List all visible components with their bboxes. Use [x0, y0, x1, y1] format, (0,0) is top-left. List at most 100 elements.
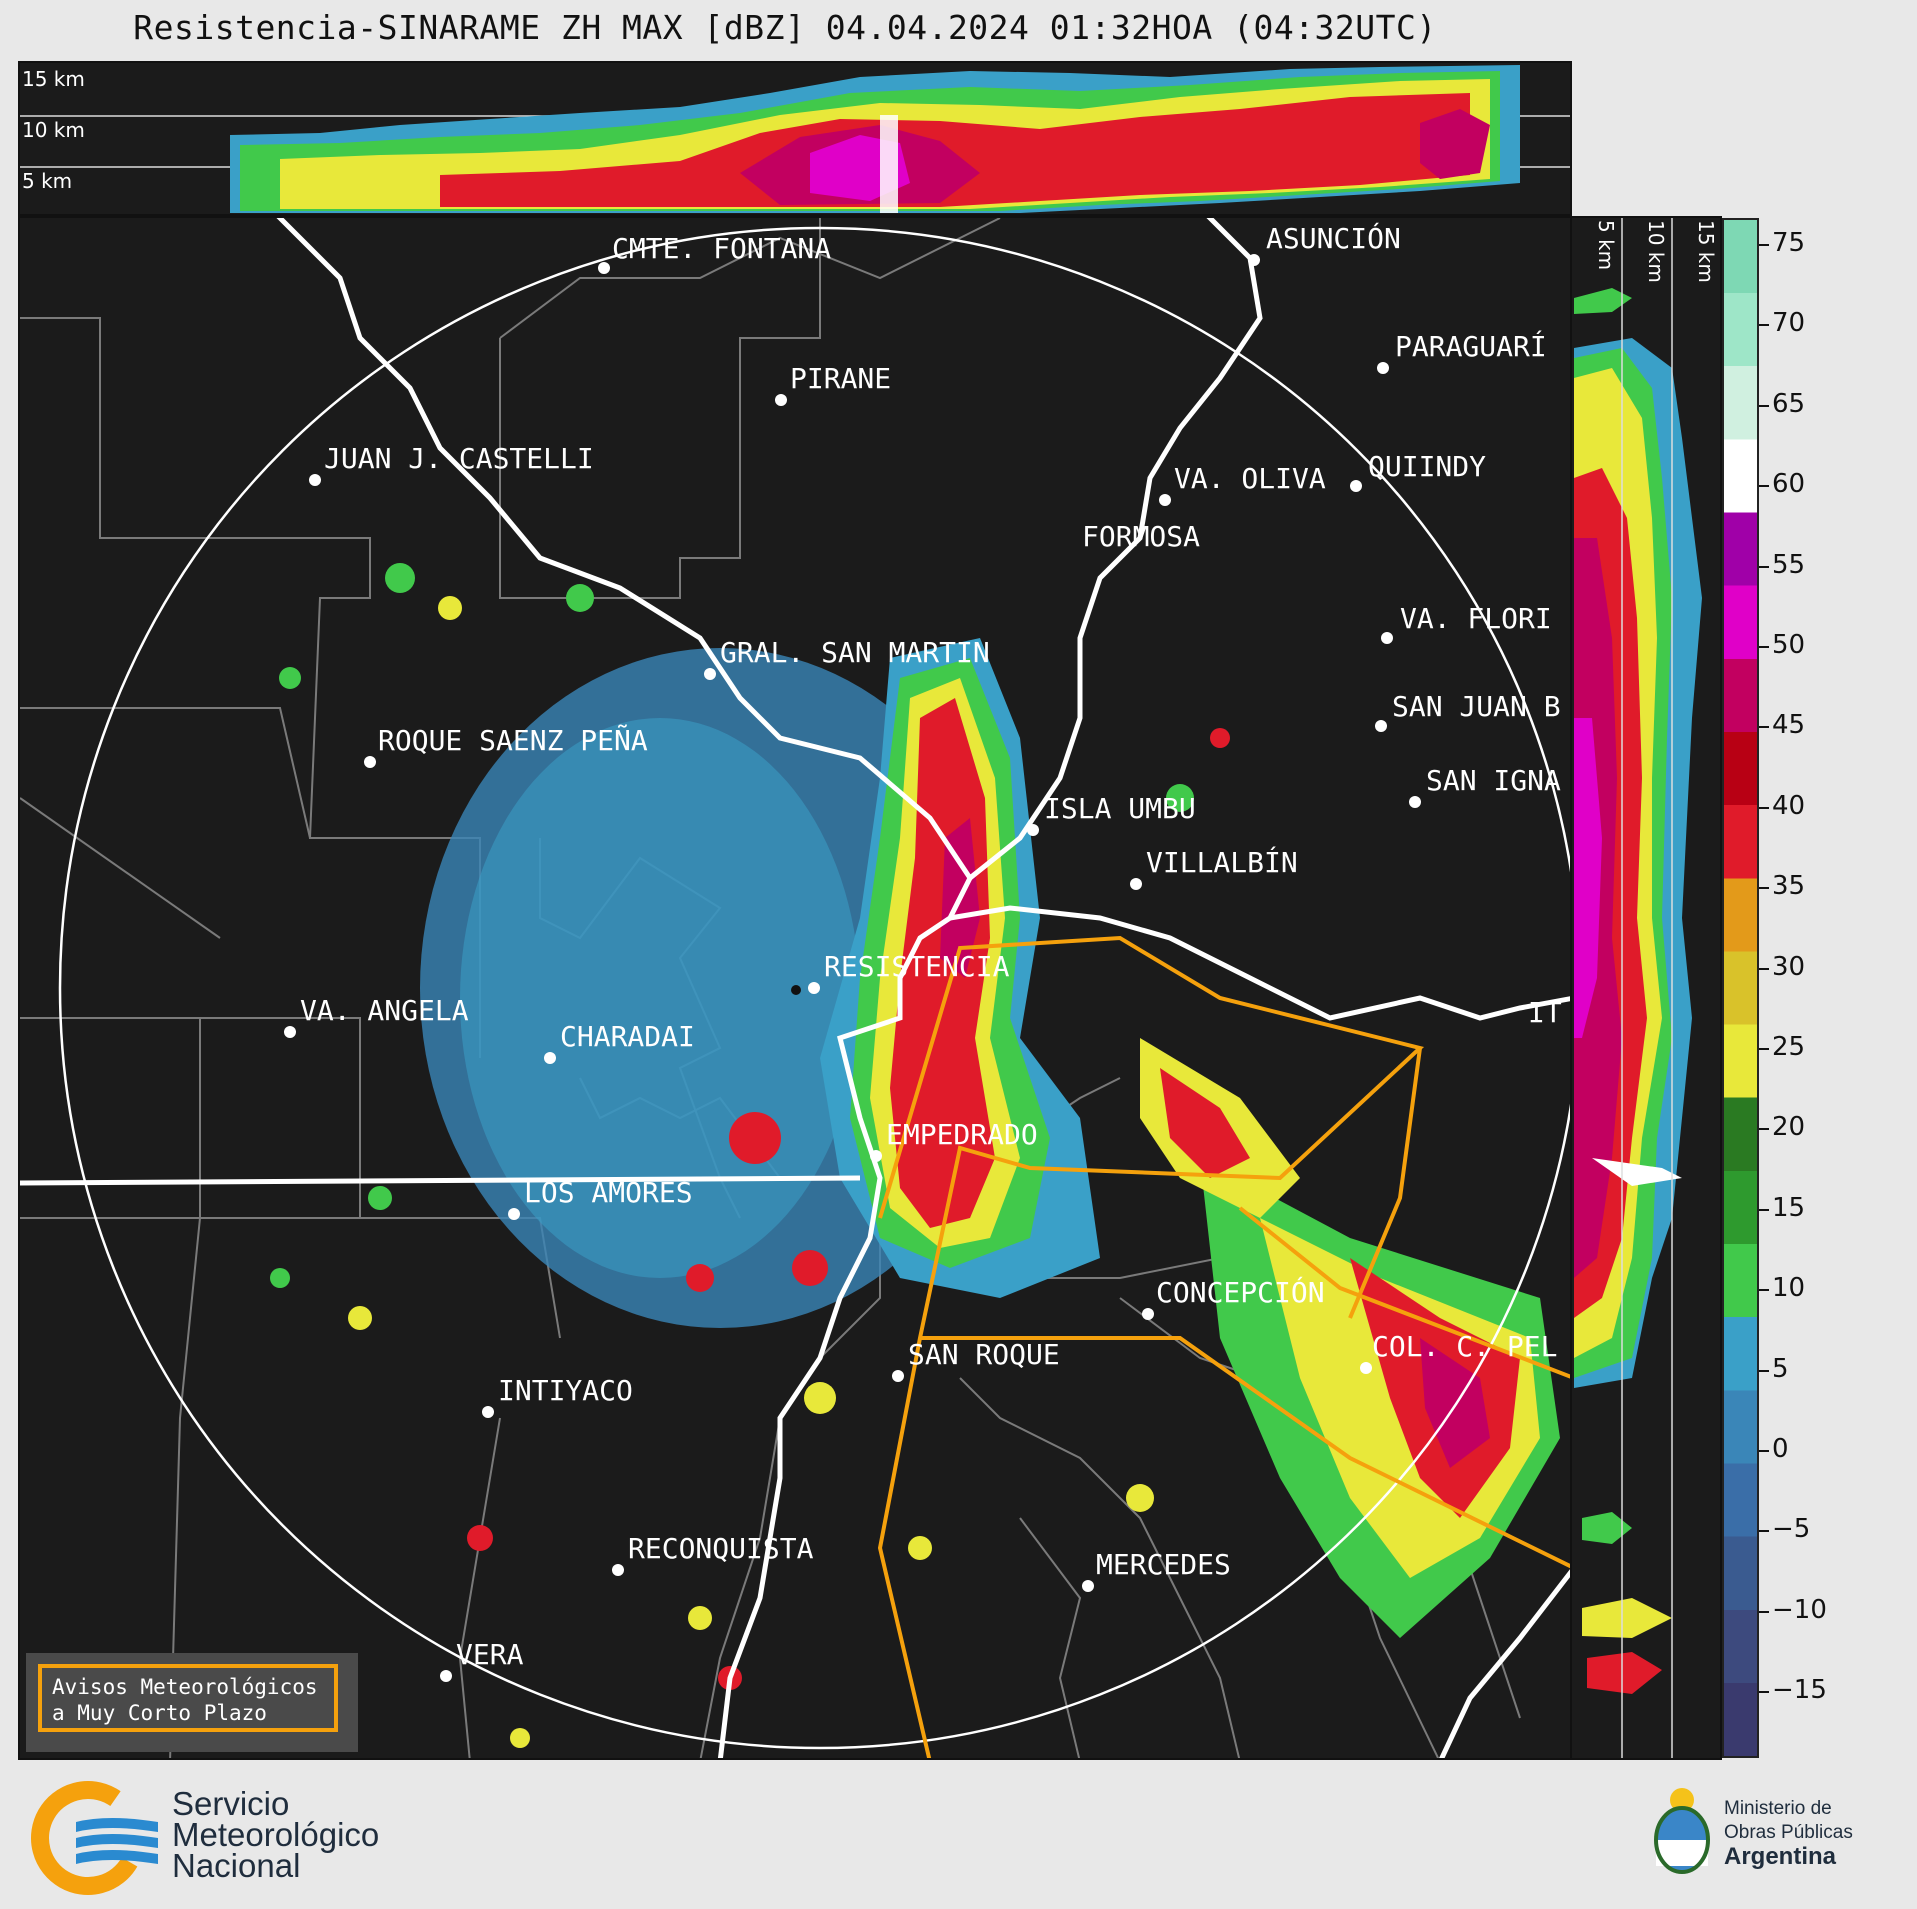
colorbar-tick	[1759, 1208, 1769, 1211]
colorbar-tick-label: 65	[1772, 388, 1806, 419]
colorbar-tick	[1759, 324, 1769, 327]
colorbar-tick-label: 20	[1772, 1112, 1806, 1143]
radar-echoes	[270, 563, 1560, 1748]
city-label-paraguari: PARAGUARÍ	[1395, 330, 1547, 363]
colorbar-tick-label: 55	[1772, 549, 1806, 580]
city-label-roque-saenz-pena: ROQUE SAENZ PEÑA	[378, 724, 648, 757]
colorbar-tick	[1759, 1369, 1769, 1372]
city-dot-gral-san-martin	[704, 668, 716, 680]
colorbar-tick-label: 0	[1772, 1434, 1789, 1464]
city-dot-pirane	[775, 394, 787, 406]
colorbar-tick	[1759, 887, 1769, 890]
ministry-line2: Obras Públicas	[1724, 1822, 1853, 1843]
city-dot-resistencia	[808, 982, 820, 994]
ministry-line3: Argentina	[1724, 1843, 1837, 1870]
city-label-san-roque: SAN ROQUE	[908, 1338, 1060, 1371]
city-dot-concepcion	[1142, 1308, 1154, 1320]
city-label-va-oliva: VA. OLIVA	[1174, 462, 1326, 495]
colorbar-tick-label: 60	[1772, 469, 1806, 500]
city-dot-isla-umbu	[1027, 824, 1039, 836]
city-label-concepcion: CONCEPCIÓN	[1156, 1276, 1325, 1309]
colorbar-tick	[1759, 1289, 1769, 1292]
city-label-col-c-pel: COL. C. PEL	[1372, 1330, 1558, 1363]
radar-site-marker	[791, 985, 801, 995]
city-label-asuncion: ASUNCIÓN	[1266, 222, 1401, 255]
top-height-label-10: 10 km	[22, 118, 85, 142]
colorbar-tick	[1759, 1691, 1769, 1694]
colorbar-tick	[1759, 646, 1769, 648]
avisos-line2: a Muy Corto Plazo	[52, 1701, 267, 1725]
city-label-villalbin: VILLALBÍN	[1146, 846, 1298, 879]
colorbar-tick-label: 75	[1772, 228, 1806, 258]
city-dot-paraguari	[1377, 362, 1389, 374]
colorbar-tick-label: 70	[1772, 308, 1806, 339]
city-label-cmte-fontana: CMTE. FONTANA	[612, 232, 832, 265]
ministry-line1: Ministerio de	[1724, 1798, 1832, 1819]
colorbar-tick-label: −15	[1772, 1675, 1827, 1706]
city-dot-san-juan-b	[1375, 720, 1387, 732]
city-label-pirane: PIRANE	[790, 362, 892, 395]
city-dot-mercedes	[1082, 1580, 1094, 1592]
smn-line2: Meteorológico	[172, 1816, 380, 1853]
colorbar-tick	[1759, 726, 1769, 729]
colorbar-tick-label: 30	[1772, 951, 1806, 982]
range-ring	[58, 226, 1570, 1750]
radar-map-panel: CMTE. FONTANA ASUNCIÓN PARAGUARÍ PIRANE …	[18, 216, 1572, 1760]
city-dot-cmte-fontana	[598, 262, 610, 274]
colorbar-tick-label: 50	[1772, 630, 1806, 660]
city-dot-san-igna	[1409, 796, 1421, 808]
colorbar-tick	[1759, 806, 1769, 809]
colorbar-tick	[1759, 967, 1769, 970]
city-label-gral-san-martin: GRAL. SAN MARTIN	[720, 636, 990, 669]
colorbar-tick-label: 10	[1772, 1273, 1806, 1304]
city-label-los-amores: LOS AMORES	[524, 1176, 693, 1209]
colorbar-tick-label: 45	[1772, 710, 1806, 741]
chart-title: Resistencia-SINARAME ZH MAX [dBZ] 04.04.…	[133, 8, 1437, 47]
city-label-resistencia: RESISTENCIA	[824, 950, 1010, 983]
colorbar-tick-label: 35	[1772, 871, 1806, 902]
avisos-line1: Avisos Meteorológicos	[52, 1675, 318, 1699]
city-label-it: IT	[1528, 996, 1562, 1029]
province-border	[877, 935, 1570, 1758]
colorbar-tick	[1759, 565, 1769, 568]
colorbar-tick	[1759, 244, 1769, 246]
top-cross-section-svg	[20, 65, 1570, 214]
city-dot-juan-castelli	[309, 474, 321, 486]
city-label-intiyaco: INTIYACO	[498, 1374, 633, 1407]
city-dot-quiindy	[1350, 480, 1362, 492]
side-cross-section-svg	[1574, 218, 1702, 1758]
city-dot-asuncion	[1248, 254, 1260, 266]
side-height-label-10: 10 km	[1644, 220, 1668, 283]
city-label-isla-umbu: ISLA UMBU	[1044, 792, 1196, 825]
side-height-label-5: 5 km	[1594, 220, 1618, 271]
city-label-formosa: FORMOSA	[1082, 520, 1201, 553]
avisos-box[interactable]: Avisos Meteorológicos a Muy Corto Plazo	[26, 1653, 358, 1752]
colorbar-tick	[1759, 1128, 1769, 1131]
city-dot-va-flori	[1381, 632, 1393, 644]
city-label-mercedes: MERCEDES	[1096, 1548, 1231, 1581]
side-height-label-15: 15 km	[1694, 220, 1718, 283]
radar-map-svg	[20, 218, 1570, 1758]
colorbar-tick-label: 25	[1772, 1032, 1806, 1062]
city-label-quiindy: QUIINDY	[1368, 450, 1487, 483]
river-borders	[20, 218, 1570, 1758]
colorbar-tick-label: 40	[1772, 790, 1806, 821]
city-dot-san-roque	[892, 1370, 904, 1382]
colorbar-tick	[1759, 404, 1769, 407]
city-label-charadai: CHARADAI	[560, 1020, 695, 1053]
ministry-logo-text: Ministerio de Obras Públicas Argentina	[1724, 1797, 1853, 1871]
city-dot-vera	[440, 1670, 452, 1682]
city-dot-va-oliva	[1159, 494, 1171, 506]
city-dot-charadai	[544, 1052, 556, 1064]
top-cross-section-panel: 15 km 10 km 5 km	[18, 61, 1572, 216]
top-height-label-15: 15 km	[22, 67, 85, 91]
side-cross-section-panel: 5 km 10 km 15 km	[1570, 216, 1722, 1760]
coat-of-arms-icon	[1654, 1788, 1710, 1874]
colorbar-tick-label: 15	[1772, 1192, 1806, 1223]
city-dot-villalbin	[1130, 878, 1142, 890]
colorbar-tick	[1759, 1048, 1769, 1050]
city-label-san-juan-b: SAN JUAN B	[1392, 690, 1561, 723]
smn-line3: Nacional	[172, 1847, 301, 1884]
city-label-reconquista: RECONQUISTA	[628, 1532, 814, 1565]
colorbar-tick	[1759, 1610, 1769, 1613]
